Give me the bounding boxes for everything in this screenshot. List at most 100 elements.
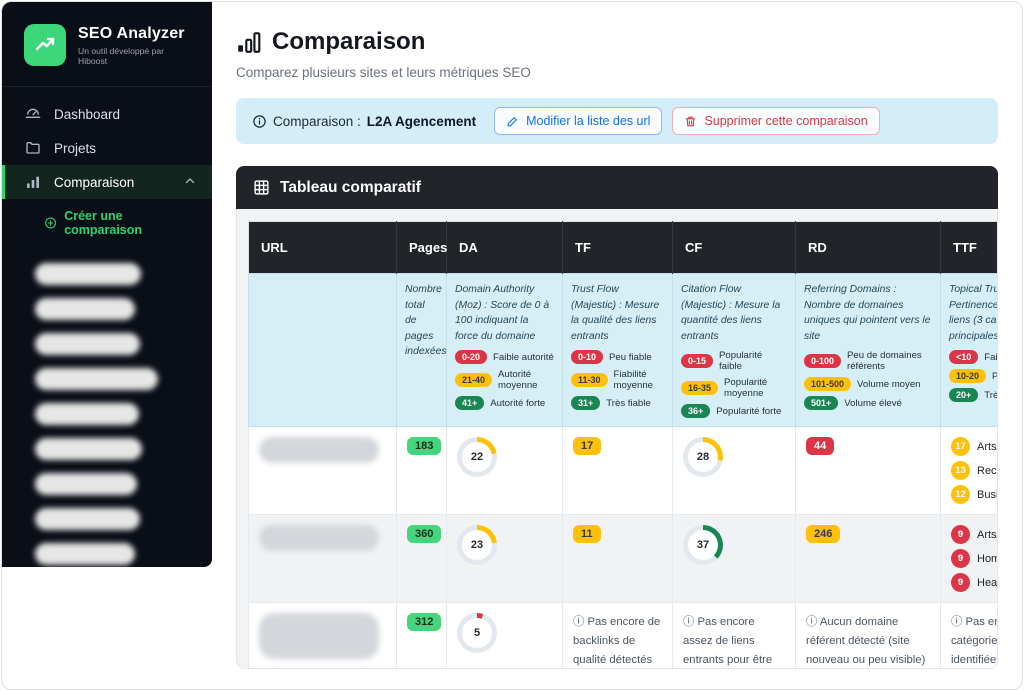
comparison-item-redacted[interactable] [2, 467, 212, 502]
comparison-item-redacted[interactable] [2, 257, 212, 292]
sidebar-item-label: Comparaison [54, 174, 135, 190]
col-cf: CF [672, 221, 796, 274]
rd-badge: 246 [806, 525, 841, 544]
range-badge: 0-100 [804, 354, 842, 369]
range-badge: 31+ [571, 396, 601, 411]
ttf-score-dot: 9 [951, 525, 970, 545]
range-badge: 16-35 [681, 381, 719, 396]
comparison-item-redacted[interactable] [2, 502, 212, 537]
col-ttf: TTF [940, 221, 997, 274]
tf-badge: 11 [573, 525, 601, 544]
logo-chart-icon [24, 24, 66, 66]
card-body: URL Pages DA TF CF RD TTF Nombre total [236, 209, 998, 669]
plus-circle-icon [45, 217, 57, 229]
range-badge: 0-15 [681, 354, 714, 369]
col-pages: Pages [396, 221, 447, 274]
table-grid-icon [254, 180, 269, 195]
col-url: URL [248, 221, 397, 274]
url-link-redacted[interactable] [259, 525, 379, 552]
edit-url-list-button[interactable]: Modifier la liste des url [494, 107, 663, 135]
range-badge: <10 [949, 350, 979, 365]
create-comparison-link[interactable]: Créer une comparaison [2, 199, 212, 247]
ttf-score-dot: 9 [951, 549, 970, 569]
ttf-score-dot: 17 [951, 437, 970, 457]
col-rd: RD [795, 221, 941, 274]
sidebar-item-label: Dashboard [54, 106, 121, 122]
url-link-redacted[interactable] [259, 613, 379, 660]
main-content: Comparaison Comparez plusieurs sites et … [212, 2, 1022, 669]
app-logo: SEO Analyzer Un outil développé par Hibo… [2, 2, 212, 87]
range-badge: 101-500 [804, 377, 852, 392]
da-donut: 23 [457, 525, 497, 566]
column-descriptions-row: Nombre total de pages indexées Domain Au… [248, 272, 998, 428]
comparison-name: L2A Agencement [366, 113, 477, 129]
folder-icon [25, 140, 42, 156]
chevron-up-icon[interactable] [184, 175, 196, 190]
info-icon [253, 114, 266, 128]
comparison-list [2, 257, 212, 567]
ttf-score-dot: 12 [951, 485, 970, 505]
col-da: DA [446, 221, 563, 274]
gauge-icon [25, 106, 42, 122]
sidebar-item-projets[interactable]: Projets [2, 131, 212, 165]
alert-label: Comparaison : [273, 113, 361, 129]
range-badge: 41+ [455, 396, 485, 411]
sidebar-item-dashboard[interactable]: Dashboard [2, 97, 212, 131]
comparison-item-redacted[interactable] [2, 397, 212, 432]
pages-badge: 360 [407, 525, 442, 544]
rd-badge: 44 [806, 437, 835, 456]
url-link-redacted[interactable] [259, 437, 379, 464]
comparison-table: URL Pages DA TF CF RD TTF Nombre total [248, 221, 998, 668]
bar-chart-title-icon [238, 32, 261, 53]
sidebar-item-label: Projets [54, 140, 97, 156]
range-badge: 0-20 [455, 350, 488, 365]
ttf-description: Topical Trust Flow : Pertinence thématiq… [949, 284, 998, 342]
ttf-score-dot: 9 [951, 573, 970, 593]
range-badge: 36+ [681, 404, 711, 419]
rd-empty-message: ⓘ Aucun domaine référent détecté (site n… [806, 616, 926, 666]
comparison-table-card: Tableau comparatif URL Pages DA TF CF RD… [236, 166, 998, 669]
table-row: 312 5 ⓘ Pas encore de backlinks de quali… [248, 602, 998, 668]
sidebar-item-comparaison[interactable]: Comparaison [2, 165, 212, 199]
range-badge: 20+ [949, 388, 979, 403]
comparison-item-redacted[interactable] [2, 432, 212, 467]
delete-comparison-button[interactable]: Supprimer cette comparaison [672, 107, 880, 135]
card-header: Tableau comparatif [236, 166, 998, 209]
sidebar-nav: Dashboard Projets Comparaison [2, 97, 212, 247]
cf-donut: 37 [683, 525, 723, 566]
ttf-score-dot: 13 [951, 461, 970, 481]
trash-icon [686, 116, 696, 126]
comparison-alert: Comparaison : L2A Agencement Modifier la… [236, 98, 998, 144]
range-badge: 501+ [804, 396, 839, 411]
app-title: SEO Analyzer [78, 24, 185, 42]
comparison-item-redacted[interactable] [2, 292, 212, 327]
tf-empty-message: ⓘ Pas encore de backlinks de qualité dét… [573, 616, 661, 666]
tf-description: Trust Flow (Majestic) : Mesure la qualit… [571, 284, 660, 342]
table-header-row: URL Pages DA TF CF RD TTF [248, 221, 997, 274]
comparison-item-redacted[interactable] [2, 327, 212, 362]
cf-description: Citation Flow (Majestic) : Mesure la qua… [681, 284, 781, 342]
range-badge: 11-30 [571, 373, 608, 388]
pages-badge: 312 [407, 613, 442, 632]
ttf-empty-message: ⓘ Pas encore de catégories thématiques i… [951, 616, 998, 666]
da-description: Domain Authority (Moz) : Score de 0 à 10… [455, 284, 550, 342]
pages-badge: 183 [407, 437, 442, 456]
page-subtitle: Comparez plusieurs sites et leurs métriq… [236, 65, 531, 80]
page-title: Comparaison [236, 28, 998, 56]
range-badge: 0-10 [571, 350, 604, 365]
pages-description: Nombre total de pages indexées [405, 284, 447, 358]
da-donut: 22 [457, 437, 497, 478]
col-tf: TF [562, 221, 673, 274]
da-donut: 5 [457, 613, 497, 654]
pencil-icon [507, 116, 518, 126]
range-badge: 10-20 [949, 369, 987, 384]
cf-empty-message: ⓘ Pas encore assez de liens entrants pou… [683, 616, 773, 666]
range-badge: 21-40 [455, 373, 493, 388]
tf-badge: 17 [573, 437, 602, 456]
comparison-item-redacted[interactable] [2, 362, 212, 397]
comparison-item-redacted[interactable] [2, 537, 212, 567]
sidebar: SEO Analyzer Un outil développé par Hibo… [2, 2, 212, 567]
